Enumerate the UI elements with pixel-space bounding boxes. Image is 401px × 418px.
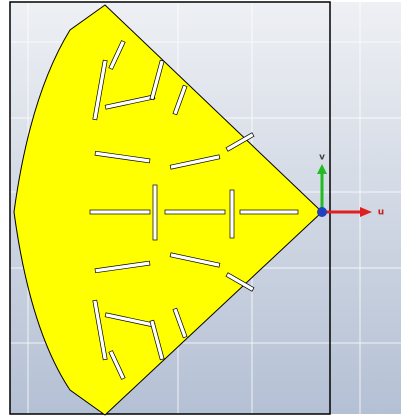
v-label: v: [319, 153, 325, 163]
axes-gizmo: v u: [317, 153, 384, 218]
frame: [9, 1, 331, 415]
u-label: u: [378, 208, 384, 218]
slots: [89, 40, 299, 380]
u-arrow: [360, 207, 372, 217]
v-arrow: [317, 164, 327, 174]
origin: [317, 207, 327, 217]
